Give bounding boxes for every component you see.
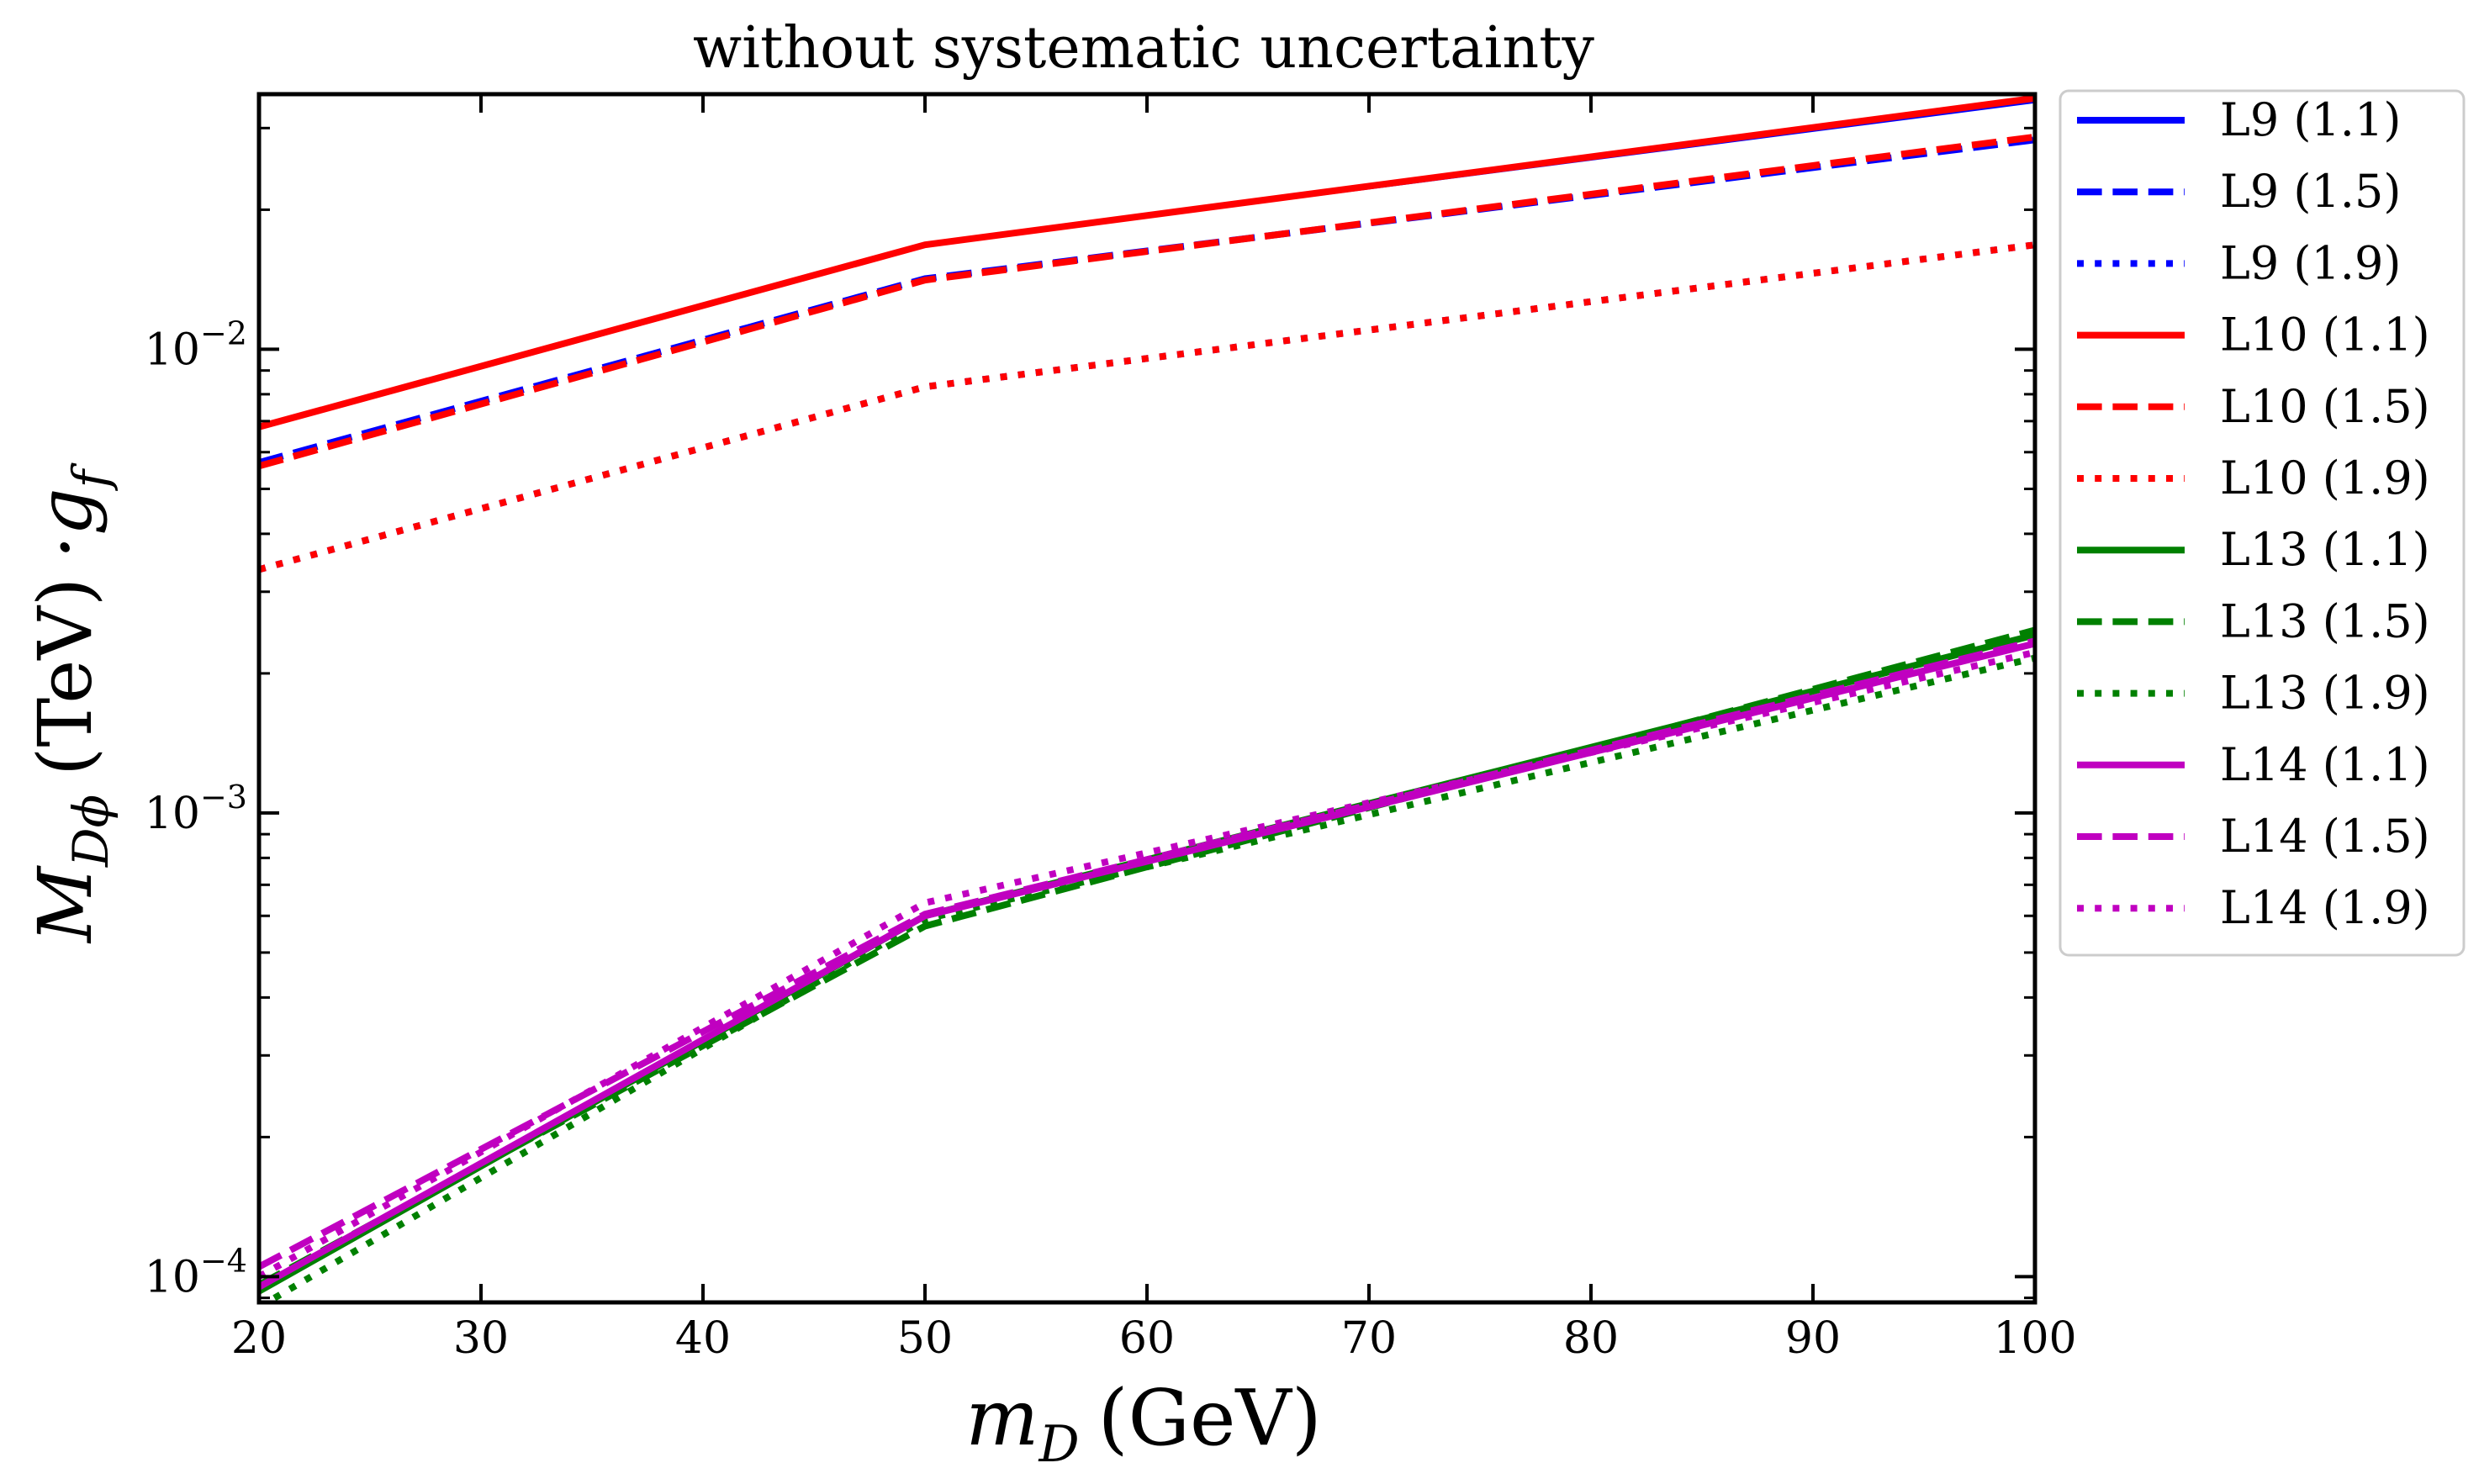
legend-label: L10 (1.9) xyxy=(2220,452,2430,504)
legend-frame xyxy=(2059,89,2466,957)
y-axis-label: MDϕ(TeV)·gf xyxy=(22,462,119,944)
series-line-l10-1-1 xyxy=(259,94,2035,430)
series-line-l14-1-9 xyxy=(259,648,2035,1280)
chart-title: without systematic uncertainty xyxy=(693,15,1594,82)
legend-label: L13 (1.1) xyxy=(2220,523,2430,576)
y-tick-label: 10−3 xyxy=(145,779,247,839)
y-tick-label: 10−4 xyxy=(145,1242,247,1302)
legend-label: L10 (1.5) xyxy=(2220,380,2430,433)
legend-label: L9 (1.9) xyxy=(2220,236,2401,289)
x-tick-label: 100 xyxy=(1993,1313,2076,1364)
ticks-group: 20 30 40 50 60 70 80 90 100 10−4 10−3 10−2 xyxy=(145,94,2077,1364)
series-line-l10-1-5 xyxy=(259,133,2035,470)
legend: L9 (1.1) L9 (1.5) L9 (1.9) L10 (1.1) L10 (1.… xyxy=(2059,89,2466,957)
x-tick-label: 60 xyxy=(1119,1313,1175,1364)
x-tick-label: 50 xyxy=(897,1313,953,1364)
legend-label: L13 (1.5) xyxy=(2220,594,2430,647)
plot-frame xyxy=(256,92,2037,1305)
legend-label: L9 (1.1) xyxy=(2220,93,2401,146)
legend-label: L14 (1.5) xyxy=(2220,810,2430,863)
legend-label: L13 (1.9) xyxy=(2220,667,2430,720)
legend-label: L14 (1.1) xyxy=(2220,738,2430,791)
legend-items: L9 (1.1) L9 (1.5) L9 (1.9) L10 (1.1) L10 (1.… xyxy=(2077,93,2430,934)
x-tick-label: 70 xyxy=(1341,1313,1397,1364)
legend-label: L9 (1.5) xyxy=(2220,165,2401,218)
x-tick-label: 90 xyxy=(1785,1313,1841,1364)
x-tick-label: 80 xyxy=(1563,1313,1619,1364)
x-tick-label: 20 xyxy=(231,1313,287,1364)
x-axis-label: mD (GeV) xyxy=(965,1373,1322,1474)
y-tick-label: 10−2 xyxy=(145,314,247,375)
x-tick-label: 40 xyxy=(675,1313,731,1364)
x-tick-label: 30 xyxy=(453,1313,509,1364)
legend-label: L10 (1.1) xyxy=(2220,309,2430,362)
series-group xyxy=(259,94,2035,1302)
legend-label: L14 (1.9) xyxy=(2220,881,2430,934)
